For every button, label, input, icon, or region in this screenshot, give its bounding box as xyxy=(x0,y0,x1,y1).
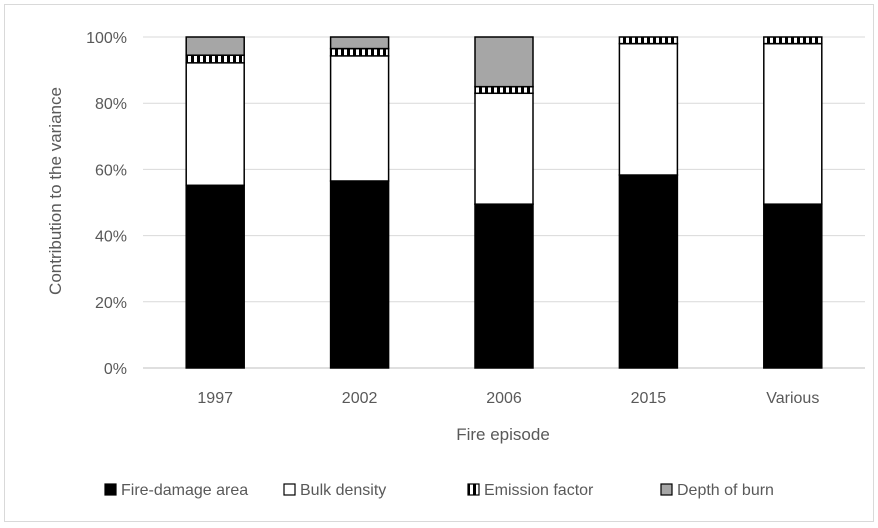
legend-label: Bulk density xyxy=(300,482,386,499)
y-axis-ticks: 0% 20% 40% 60% 80% 100% xyxy=(86,30,127,378)
x-tick-label: 2006 xyxy=(486,390,522,407)
bar-segment-depth-of-burn xyxy=(474,36,534,88)
bar-segment-fire-damage-area xyxy=(185,184,245,369)
x-tick-label: 2015 xyxy=(631,390,667,407)
x-tick-label: 2002 xyxy=(342,390,378,407)
legend-item: Bulk density xyxy=(283,482,386,499)
bar-segment-bulk-density xyxy=(474,92,534,205)
y-tick-label: 80% xyxy=(95,96,127,113)
x-axis-ticks: 1997 2002 2006 2015 Various xyxy=(197,390,819,407)
legend-swatch xyxy=(283,483,296,496)
bar-segment-bulk-density xyxy=(618,42,679,176)
bar-segment-bulk-density xyxy=(329,55,390,182)
bar-segment-fire-damage-area xyxy=(474,203,534,369)
bar-segment-fire-damage-area xyxy=(763,203,823,369)
bar-segment-emission-factor xyxy=(329,47,390,57)
chart-area: 0% 20% 40% 60% 80% 100% 1997 2002 2006 2015 Vario… xyxy=(4,4,874,522)
stacked-bar-chart: 0% 20% 40% 60% 80% 100% 1997 2002 2006 2015 Vario… xyxy=(46,30,865,499)
legend-item: Fire-damage area xyxy=(104,482,248,499)
y-tick-label: 40% xyxy=(95,229,127,246)
y-tick-label: 0% xyxy=(104,361,127,378)
legend-item: Emission factor xyxy=(467,482,594,499)
bar-segment-emission-factor xyxy=(618,36,679,45)
legend-label: Emission factor xyxy=(484,482,594,499)
bar-segment-fire-damage-area xyxy=(329,180,390,369)
bar-segment-depth-of-burn xyxy=(329,36,390,50)
legend-label: Depth of burn xyxy=(677,482,774,499)
legend: Fire-damage area Bulk density Emission fac… xyxy=(104,482,774,499)
bar-segment-emission-factor xyxy=(763,36,823,45)
legend-swatch xyxy=(467,483,480,496)
x-tick-label: Various xyxy=(766,390,819,407)
bar-segment-emission-factor xyxy=(185,54,245,64)
y-tick-label: 20% xyxy=(95,295,127,312)
legend-swatch xyxy=(104,483,117,496)
bar-segment-bulk-density xyxy=(185,62,245,187)
bar-segment-emission-factor xyxy=(474,85,534,95)
legend-item: Depth of burn xyxy=(660,482,774,499)
bar-segment-fire-damage-area xyxy=(618,174,679,369)
x-axis-label: Fire episode xyxy=(456,425,550,444)
bars xyxy=(185,36,823,369)
bar-segment-depth-of-burn xyxy=(185,36,245,56)
legend-label: Fire-damage area xyxy=(121,482,248,499)
y-tick-label: 60% xyxy=(95,162,127,179)
x-tick-label: 1997 xyxy=(197,390,233,407)
y-axis-label: Contribution to the variance xyxy=(46,87,65,295)
bar-segment-bulk-density xyxy=(763,42,823,205)
y-tick-label: 100% xyxy=(86,30,127,47)
legend-swatch xyxy=(660,483,673,496)
